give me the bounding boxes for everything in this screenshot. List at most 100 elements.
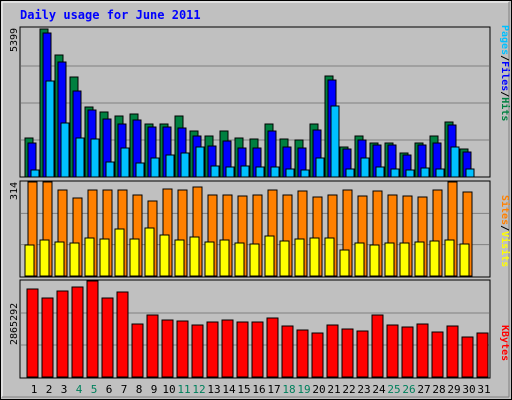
bar-pages-day-5 xyxy=(90,138,100,178)
bar-sites-day-16 xyxy=(249,243,260,277)
bar-kbytes-day-29 xyxy=(446,325,459,378)
x-tick-label: 26 xyxy=(402,383,415,396)
x-tick-label: 27 xyxy=(417,383,430,396)
bar-pages-day-25 xyxy=(390,168,400,178)
x-tick-label: 7 xyxy=(121,383,128,396)
x-tick-label: 31 xyxy=(477,383,490,396)
x-tick-label: 15 xyxy=(237,383,250,396)
bar-pages-day-9 xyxy=(150,157,160,178)
bar-kbytes-day-27 xyxy=(416,323,429,378)
bar-kbytes-day-7 xyxy=(116,291,129,378)
bar-kbytes-day-31 xyxy=(476,332,489,378)
bar-pages-day-20 xyxy=(315,157,325,178)
bar-pages-day-17 xyxy=(270,166,280,178)
bar-sites-day-25 xyxy=(384,242,395,277)
bar-pages-day-23 xyxy=(360,157,370,178)
bar-pages-day-6 xyxy=(105,161,115,178)
bar-pages-day-26 xyxy=(405,169,415,178)
bar-sites-day-30 xyxy=(459,243,470,277)
bar-pages-day-29 xyxy=(450,146,460,178)
x-tick-label: 17 xyxy=(267,383,280,396)
bar-kbytes-day-26 xyxy=(401,326,414,378)
bar-sites-day-13 xyxy=(204,241,215,277)
legend-top: Pages/Files/Hits xyxy=(499,25,511,121)
bar-sites-day-27 xyxy=(414,241,425,277)
x-tick-label: 23 xyxy=(357,383,370,396)
bar-pages-day-2 xyxy=(45,80,55,178)
x-tick-label: 3 xyxy=(61,383,68,396)
bars-top xyxy=(24,28,475,178)
bar-sites-day-10 xyxy=(159,234,170,277)
bar-sites-day-2 xyxy=(39,239,50,277)
max-label-bottom: 2865292 xyxy=(9,303,20,345)
bar-kbytes-day-21 xyxy=(326,324,339,378)
bars-bottom xyxy=(26,280,489,378)
bar-sites-day-3 xyxy=(54,241,65,277)
bar-pages-day-22 xyxy=(345,168,355,178)
x-tick-label: 22 xyxy=(342,383,355,396)
x-axis-day-labels: 1 2 3 4 5 6 7 8 9 10 11 12 13 14 15 16 17 18 19 20 21 22 23 24 2… xyxy=(31,383,491,396)
x-tick-label: 12 xyxy=(192,383,205,396)
x-tick-label: 24 xyxy=(372,383,386,396)
bar-pages-day-21 xyxy=(330,105,340,178)
x-tick-label: 10 xyxy=(162,383,175,396)
bar-pages-day-1 xyxy=(30,169,40,178)
bar-kbytes-day-9 xyxy=(146,314,159,378)
x-tick-label: 30 xyxy=(462,383,475,396)
bar-sites-day-6 xyxy=(99,238,110,277)
bar-kbytes-day-25 xyxy=(386,324,399,378)
x-tick-label: 25 xyxy=(387,383,400,396)
bar-kbytes-day-24 xyxy=(371,314,384,378)
bar-sites-day-29 xyxy=(444,239,455,277)
bar-kbytes-day-17 xyxy=(266,317,279,378)
bar-sites-day-28 xyxy=(429,240,440,277)
bar-kbytes-day-16 xyxy=(251,321,264,378)
bar-kbytes-day-13 xyxy=(206,321,219,378)
bar-pages-day-28 xyxy=(435,168,445,178)
bar-kbytes-day-4 xyxy=(71,286,84,378)
bar-kbytes-day-22 xyxy=(341,328,354,378)
bar-kbytes-day-28 xyxy=(431,331,444,378)
legend-entry: / xyxy=(499,225,510,231)
bar-pages-day-12 xyxy=(195,146,205,178)
bar-pages-day-18 xyxy=(285,168,295,178)
bar-pages-day-4 xyxy=(75,137,85,178)
legend-bottom: KBytes xyxy=(499,325,510,361)
bar-sites-day-5 xyxy=(84,237,95,277)
bar-sites-day-21 xyxy=(324,237,335,277)
bar-sites-day-17 xyxy=(264,235,275,277)
bar-kbytes-day-1 xyxy=(26,288,39,378)
bar-pages-day-8 xyxy=(135,162,145,178)
bar-kbytes-day-8 xyxy=(131,323,144,378)
bar-pages-day-27 xyxy=(420,167,430,178)
bar-sites-day-24 xyxy=(369,244,380,277)
bar-sites-day-9 xyxy=(144,227,155,277)
x-tick-label: 29 xyxy=(447,383,460,396)
bar-sites-day-22 xyxy=(339,249,350,277)
bar-sites-day-12 xyxy=(189,236,200,277)
x-tick-label: 18 xyxy=(282,383,295,396)
x-tick-label: 13 xyxy=(207,383,220,396)
x-tick-label: 14 xyxy=(222,383,236,396)
x-tick-label: 2 xyxy=(46,383,53,396)
bar-kbytes-day-19 xyxy=(296,329,309,378)
x-tick-label: 5 xyxy=(91,383,98,396)
x-tick-label: 8 xyxy=(136,383,143,396)
bar-pages-day-19 xyxy=(300,169,310,178)
legend-entry: Files xyxy=(499,61,511,91)
bar-kbytes-day-12 xyxy=(191,324,204,378)
bar-kbytes-day-11 xyxy=(176,320,189,378)
legend-entry: / xyxy=(499,91,510,97)
legend-entry: Hits xyxy=(499,97,511,121)
max-label-top: 5399 xyxy=(9,28,20,52)
bar-kbytes-day-14 xyxy=(221,319,234,378)
bar-sites-day-20 xyxy=(309,237,320,277)
bar-pages-day-30 xyxy=(465,168,475,178)
x-tick-label: 11 xyxy=(177,383,190,396)
bar-kbytes-day-3 xyxy=(56,290,69,378)
legend-entry: Sites xyxy=(499,195,511,225)
bar-kbytes-day-18 xyxy=(281,325,294,378)
bar-pages-day-16 xyxy=(255,166,265,178)
panel-kbytes: 2865292 KBytes xyxy=(9,279,510,379)
